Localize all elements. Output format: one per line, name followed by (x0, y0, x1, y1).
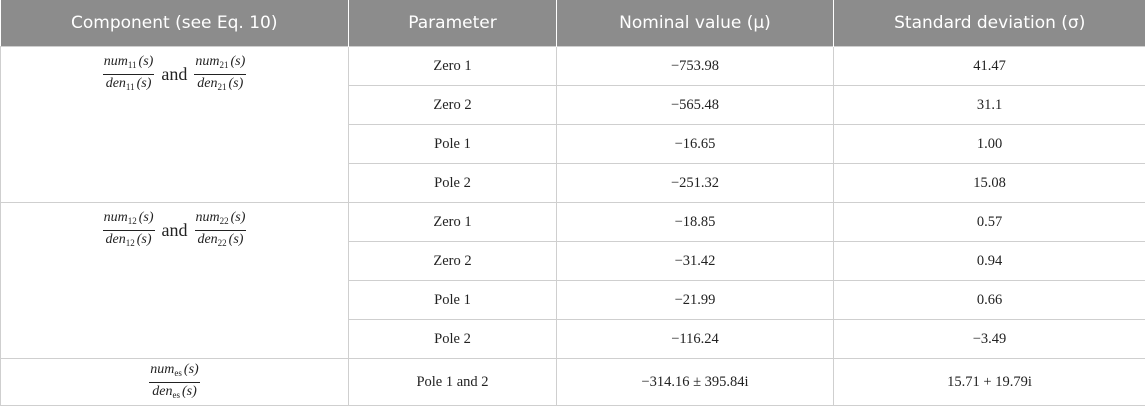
denominator: den22(s) (196, 231, 244, 252)
nominal-cell: −21.99 (557, 281, 834, 320)
fraction: num12(s)den12(s) (103, 209, 155, 252)
component-cell: numes(s)denes(s) (1, 359, 349, 406)
nominal-cell: −565.48 (557, 86, 834, 125)
parameter-cell: Zero 2 (349, 86, 557, 125)
parameter-cell: Zero 2 (349, 242, 557, 281)
subscript: 12 (126, 238, 135, 248)
subscript: 11 (128, 60, 137, 70)
symbol: den (106, 76, 126, 91)
fraction: num22(s)den22(s) (195, 209, 247, 252)
symbol: den (106, 232, 126, 247)
std-cell: 0.57 (834, 203, 1145, 242)
subscript: 11 (126, 82, 135, 92)
symbol: num (150, 362, 174, 377)
header-cell: Component (see Eq. 10) (1, 0, 349, 47)
parameter-cell: Zero 1 (349, 203, 557, 242)
header-cell: Nominal value (μ) (557, 0, 834, 47)
subscript: es (172, 390, 180, 400)
joiner: and (162, 220, 188, 240)
nominal-cell: −753.98 (557, 47, 834, 86)
symbol: den (152, 384, 172, 399)
argument: (s) (139, 54, 154, 69)
numerator: num21(s) (194, 53, 246, 75)
parameter-cell: Pole 2 (349, 164, 557, 203)
fraction: num21(s)den21(s) (194, 53, 246, 96)
header-cell: Standard deviation (σ) (834, 0, 1145, 47)
subscript: 21 (218, 82, 227, 92)
symbol: den (197, 232, 217, 247)
parameter-cell: Pole 1 and 2 (349, 359, 557, 406)
argument: (s) (231, 210, 246, 225)
nominal-cell: −18.85 (557, 203, 834, 242)
subscript: 22 (220, 216, 229, 226)
symbol: num (104, 210, 128, 225)
argument: (s) (229, 232, 244, 247)
symbol: den (197, 76, 217, 91)
symbol: num (195, 54, 219, 69)
numerator: numes(s) (149, 361, 199, 383)
symbol: num (196, 210, 220, 225)
nominal-cell: −314.16 ± 395.84i (557, 359, 834, 406)
std-cell: 0.94 (834, 242, 1145, 281)
nominal-cell: −116.24 (557, 320, 834, 359)
nominal-cell: −16.65 (557, 125, 834, 164)
fraction: numes(s)denes(s) (149, 361, 199, 404)
nominal-cell: −251.32 (557, 164, 834, 203)
fraction: num11(s)den11(s) (103, 53, 155, 96)
std-cell: 15.71 + 19.79i (834, 359, 1145, 406)
symbol: num (104, 54, 128, 69)
denominator: den12(s) (105, 231, 153, 252)
argument: (s) (139, 210, 154, 225)
parameter-cell: Pole 2 (349, 320, 557, 359)
parameter-cell: Pole 1 (349, 125, 557, 164)
argument: (s) (230, 54, 245, 69)
argument: (s) (137, 76, 152, 91)
argument: (s) (184, 362, 199, 377)
numerator: num11(s) (103, 53, 155, 75)
parameter-cell: Zero 1 (349, 47, 557, 86)
subscript: 21 (219, 60, 228, 70)
parameter-cell: Pole 1 (349, 281, 557, 320)
nominal-cell: −31.42 (557, 242, 834, 281)
subscript: 22 (218, 238, 227, 248)
header-cell: Parameter (349, 0, 557, 47)
denominator: den21(s) (196, 75, 244, 96)
subscript: es (174, 368, 182, 378)
std-cell: 41.47 (834, 47, 1145, 86)
denominator: denes(s) (151, 383, 198, 404)
std-cell: 15.08 (834, 164, 1145, 203)
argument: (s) (137, 232, 152, 247)
std-cell: −3.49 (834, 320, 1145, 359)
argument: (s) (229, 76, 244, 91)
argument: (s) (182, 384, 197, 399)
numerator: num12(s) (103, 209, 155, 231)
data-row: numes(s)denes(s)Pole 1 and 2−314.16 ± 39… (1, 359, 1145, 406)
joiner: and (161, 64, 187, 84)
std-cell: 1.00 (834, 125, 1145, 164)
std-cell: 31.1 (834, 86, 1145, 125)
subscript: 12 (128, 216, 137, 226)
numerator: num22(s) (195, 209, 247, 231)
denominator: den11(s) (105, 75, 153, 96)
std-cell: 0.66 (834, 281, 1145, 320)
